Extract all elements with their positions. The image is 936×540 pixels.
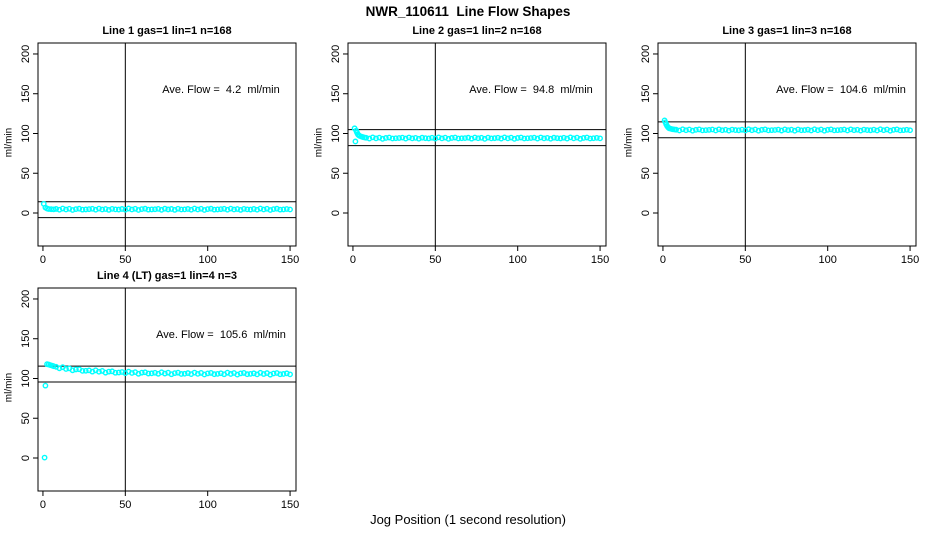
svg-text:50: 50 — [429, 254, 441, 264]
svg-text:150: 150 — [20, 85, 32, 103]
figure-title: NWR_110611 Line Flow Shapes — [365, 4, 571, 19]
subplot-line-3: 0 50 100 150 200 0 50 100 150 Line 3 gas=1 lin=3… — [620, 25, 932, 264]
x-axis-title: Jog Position (1 second resolution) — [370, 512, 566, 527]
svg-text:150: 150 — [330, 85, 342, 103]
svg-text:100: 100 — [20, 369, 32, 387]
svg-text:100: 100 — [509, 254, 527, 264]
svg-text:50: 50 — [640, 167, 652, 179]
plot-area-line-3: 0 50 100 150 200 0 50 100 150 — [640, 42, 919, 264]
subplot-line-2: 0 50 100 150 200 0 50 100 150 Line 2 gas=1 lin=2… — [310, 25, 622, 264]
svg-text:50: 50 — [20, 167, 32, 179]
subplot-title-line-3: Line 3 gas=1 lin=3 n=168 — [722, 25, 852, 37]
svg-text:150: 150 — [591, 254, 609, 264]
ave-flow-annotation-line-3: Ave. Flow = 104.6 ml/min — [776, 84, 906, 96]
svg-text:0: 0 — [20, 210, 32, 216]
y-axis-label-line-4: ml/min — [3, 372, 15, 403]
svg-text:150: 150 — [901, 254, 919, 264]
svg-text:0: 0 — [20, 455, 32, 461]
svg-text:50: 50 — [119, 254, 131, 264]
svg-text:150: 150 — [281, 254, 299, 264]
svg-text:200: 200 — [20, 45, 32, 63]
y-axis-label-line-2: ml/min — [313, 127, 325, 158]
svg-text:0: 0 — [330, 210, 342, 216]
plot-area-line-2: 0 50 100 150 200 0 50 100 150 — [330, 42, 609, 264]
svg-text:100: 100 — [330, 124, 342, 142]
subplot-title-line-1: Line 1 gas=1 lin=1 n=168 — [102, 25, 232, 37]
svg-text:200: 200 — [20, 290, 32, 308]
svg-text:100: 100 — [20, 124, 32, 142]
svg-text:150: 150 — [20, 330, 32, 348]
subplot-line-4: 0 50 100 150 200 0 50 100 150 Line 4 (LT) gas=1 … — [0, 270, 312, 509]
svg-text:0: 0 — [40, 254, 46, 264]
svg-text:50: 50 — [20, 412, 32, 424]
subplot-title-line-2: Line 2 gas=1 lin=2 n=168 — [412, 25, 542, 37]
svg-text:0: 0 — [640, 210, 652, 216]
y-axis-label-line-3: ml/min — [623, 127, 635, 158]
svg-text:200: 200 — [330, 45, 342, 63]
svg-text:150: 150 — [281, 499, 299, 509]
ave-flow-annotation-line-4: Ave. Flow = 105.6 ml/min — [156, 329, 286, 341]
svg-text:100: 100 — [199, 499, 217, 509]
plot-area-line-4: 0 50 100 150 200 0 50 100 150 — [20, 287, 299, 509]
subplot-title-line-4: Line 4 (LT) gas=1 lin=4 n=3 — [96, 270, 238, 282]
svg-text:200: 200 — [640, 45, 652, 63]
ave-flow-annotation-line-2: Ave. Flow = 94.8 ml/min — [469, 84, 593, 96]
svg-text:0: 0 — [350, 254, 356, 264]
ave-flow-annotation-line-1: Ave. Flow = 4.2 ml/min — [162, 84, 280, 96]
svg-text:50: 50 — [330, 167, 342, 179]
svg-text:50: 50 — [739, 254, 751, 264]
svg-text:0: 0 — [660, 254, 666, 264]
svg-text:150: 150 — [640, 85, 652, 103]
svg-text:100: 100 — [819, 254, 837, 264]
plot-area-line-1: 0 50 100 150 200 0 50 100 150 — [20, 42, 299, 264]
subplot-line-1: 0 50 100 150 200 0 50 100 150 Line 1 gas=1 lin=1… — [0, 25, 312, 264]
svg-text:0: 0 — [40, 499, 46, 509]
svg-text:100: 100 — [199, 254, 217, 264]
svg-text:50: 50 — [119, 499, 131, 509]
svg-text:100: 100 — [640, 124, 652, 142]
y-axis-label-line-1: ml/min — [3, 127, 15, 158]
